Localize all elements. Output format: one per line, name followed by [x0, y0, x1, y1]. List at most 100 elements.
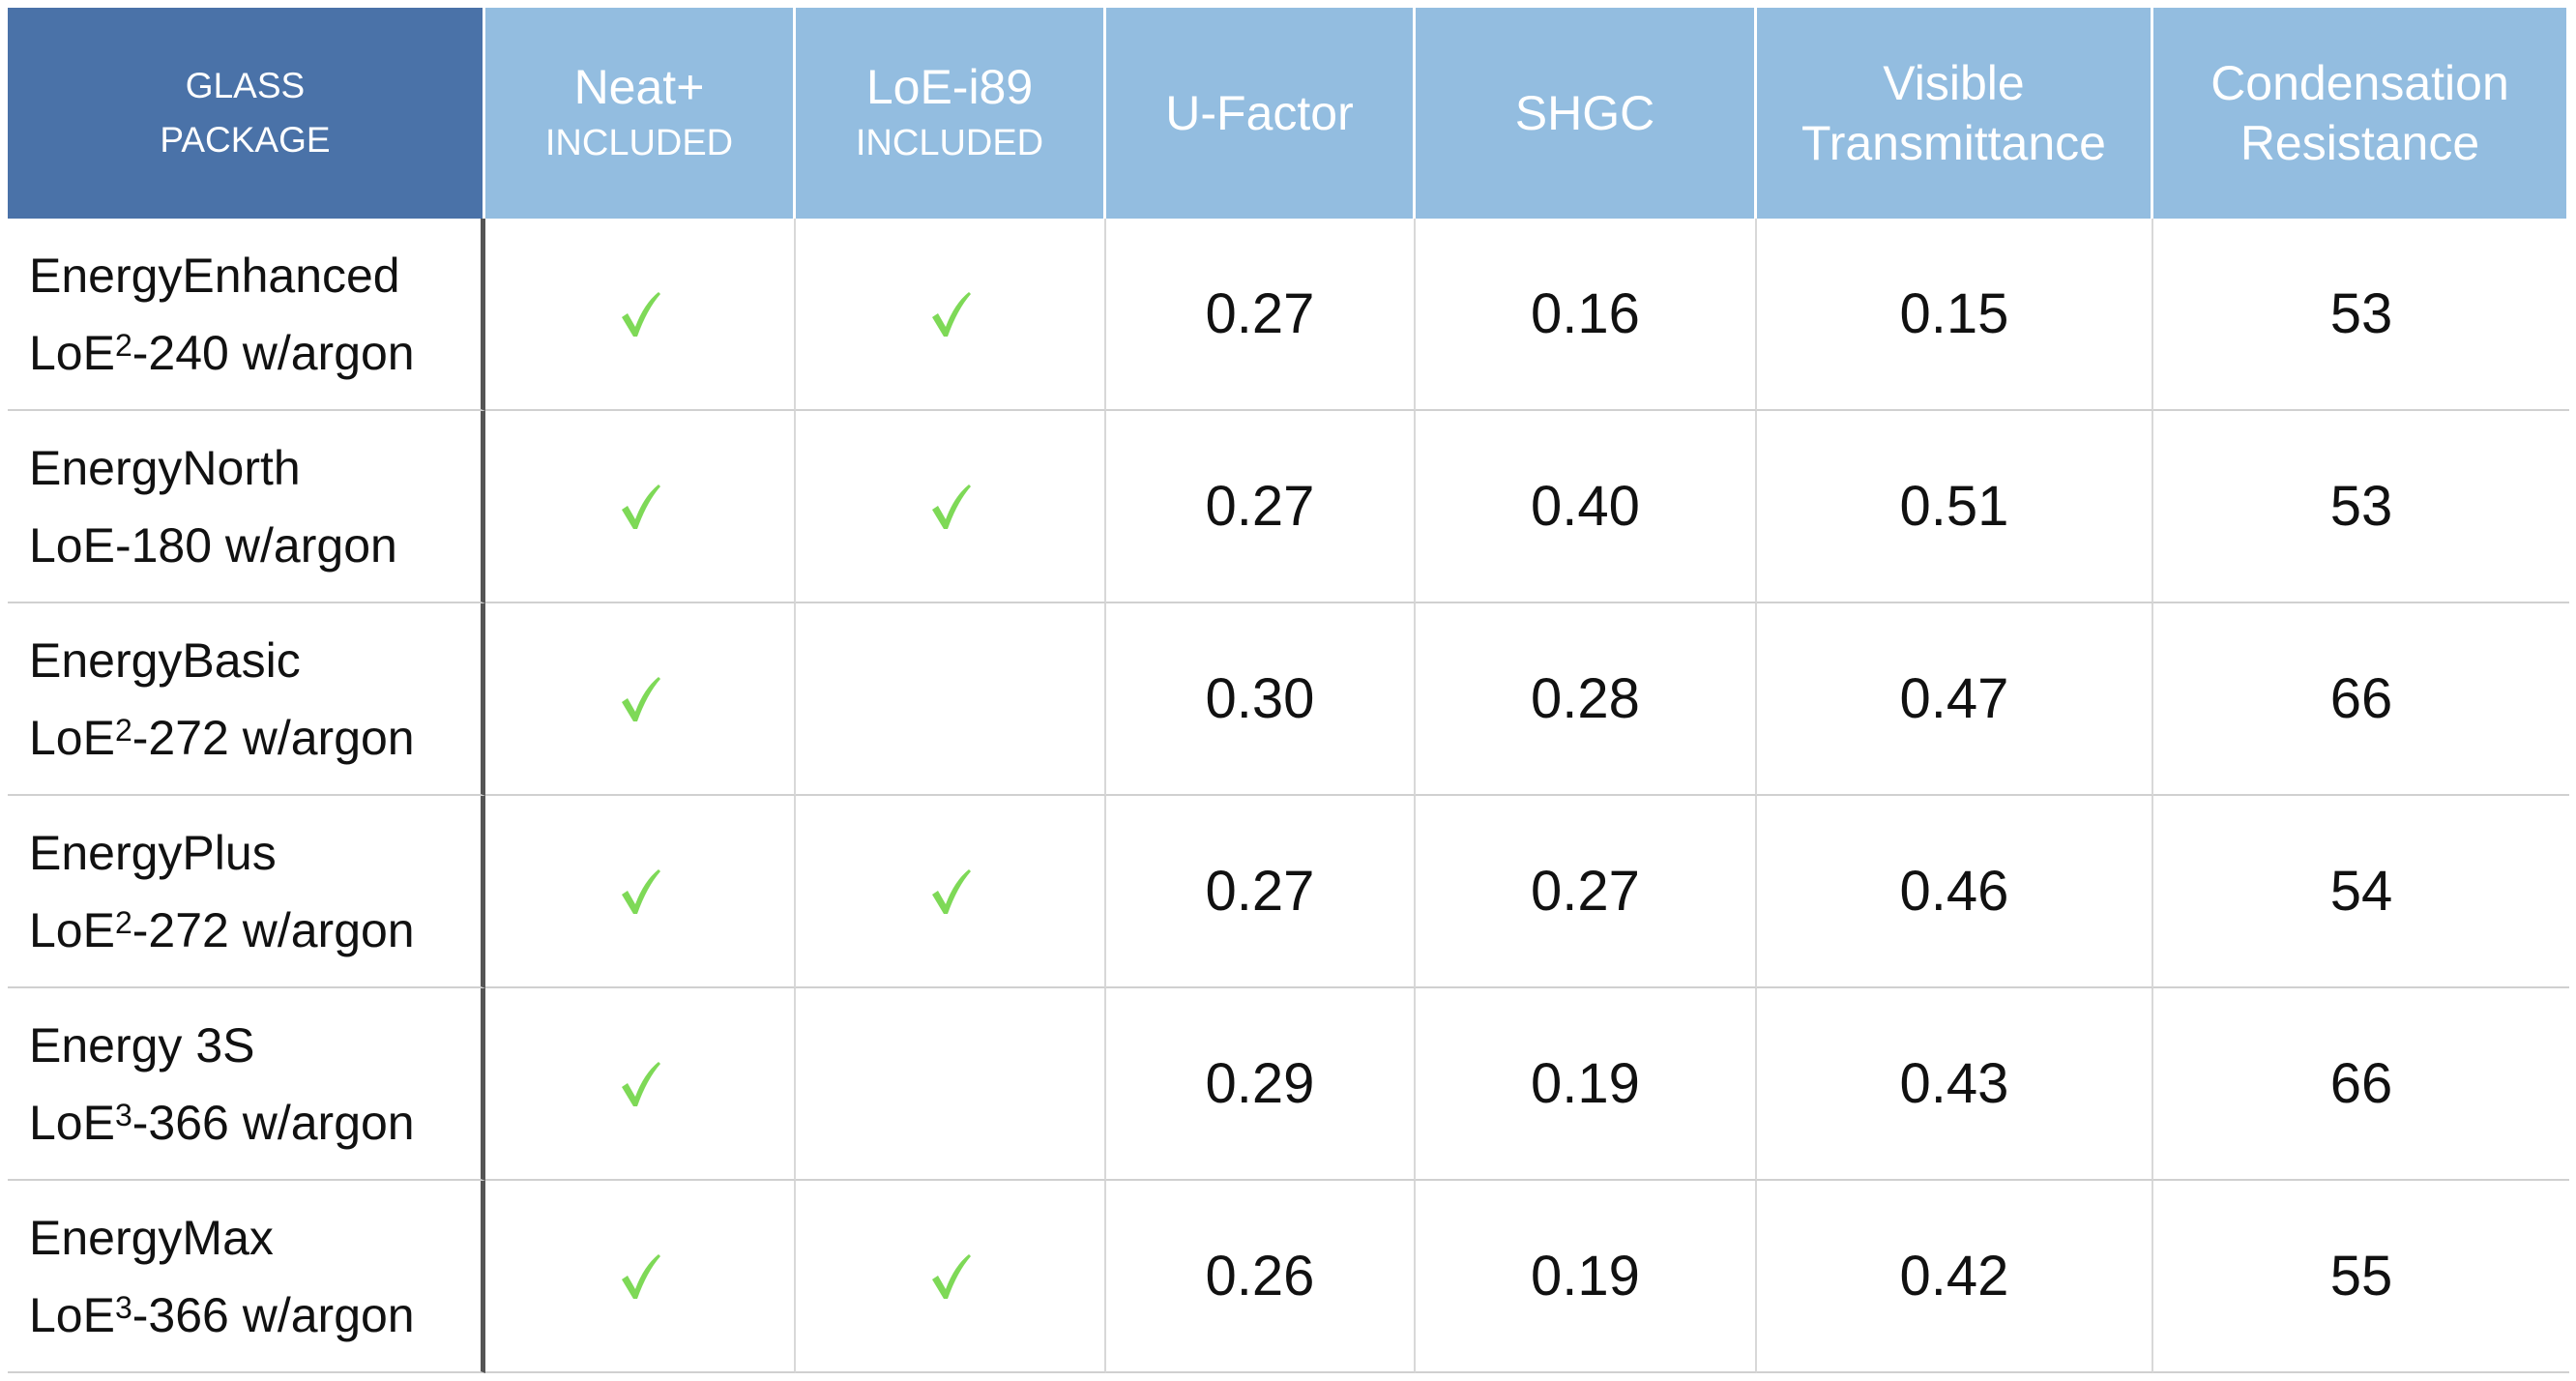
check-cell [485, 411, 796, 603]
glass-sup: 3 [114, 1289, 132, 1325]
glass-rest: -366 w/argon [132, 1287, 415, 1342]
value-cell: 0.29 [1106, 988, 1416, 1181]
check-cell [485, 988, 796, 1181]
value-cell: 0.27 [1106, 796, 1416, 988]
check-mark [931, 291, 971, 337]
value-cell: 0.47 [1757, 603, 2153, 796]
header-title: Condensation Resistance [2210, 56, 2509, 170]
value-cell: 0.46 [1757, 796, 2153, 988]
check-shape [931, 1253, 971, 1299]
header-cell: LoE-i89 INCLUDED [796, 8, 1106, 219]
glass-base: LoE [29, 710, 115, 765]
value-cell: 0.26 [1106, 1181, 1416, 1373]
package-name: EnergyEnhanced [29, 248, 400, 303]
package-name: Energy 3S [29, 1017, 255, 1072]
header-title: Visible Transmittance [1801, 56, 2106, 170]
package-cell: EnergyEnhanced LoE2-240 w/argon [8, 219, 485, 411]
glass-base: LoE [29, 1095, 115, 1150]
value-cell: 0.42 [1757, 1181, 2153, 1373]
glass-rest: -366 w/argon [132, 1095, 415, 1150]
value-cell: 0.15 [1757, 219, 2153, 411]
package-cell: EnergyNorth LoE-180 w/argon [8, 411, 485, 603]
header-title: U-Factor [1165, 86, 1354, 140]
check-cell [485, 796, 796, 988]
check-cell [796, 603, 1106, 796]
check-shape [621, 484, 660, 529]
check-mark [621, 484, 660, 529]
check-cell [796, 411, 1106, 603]
check-mark [621, 676, 660, 721]
glass-type: LoE3-366 w/argon [29, 1277, 415, 1354]
check-mark [621, 1061, 660, 1106]
value-cell: 0.27 [1416, 796, 1757, 988]
check-mark [931, 868, 971, 914]
check-shape [621, 676, 660, 721]
check-shape [621, 291, 660, 337]
value-cell: 0.40 [1416, 411, 1757, 603]
check-mark [931, 1253, 971, 1299]
check-cell [796, 219, 1106, 411]
value-cell: 0.19 [1416, 988, 1757, 1181]
glass-type: LoE-180 w/argon [29, 507, 397, 584]
check-shape [621, 1253, 660, 1299]
package-name: EnergyBasic [29, 632, 301, 688]
package-name: EnergyPlus [29, 825, 277, 880]
glass-type: LoE2-272 w/argon [29, 699, 415, 777]
glass-base: LoE [29, 902, 115, 957]
check-shape [621, 868, 660, 914]
check-cell [796, 796, 1106, 988]
glass-type: LoE3-366 w/argon [29, 1084, 415, 1161]
header-cell: U-Factor [1106, 8, 1416, 219]
check-mark [621, 1253, 660, 1299]
header-title: SHGC [1514, 86, 1655, 140]
package-cell: EnergyMax LoE3-366 w/argon [8, 1181, 485, 1373]
value-cell: 53 [2153, 219, 2569, 411]
header-sub: INCLUDED [855, 123, 1044, 163]
value-cell: 0.28 [1416, 603, 1757, 796]
check-shape [931, 868, 971, 914]
header-title: LoE-i89 [865, 60, 1034, 114]
value-cell: 0.43 [1757, 988, 2153, 1181]
glass-rest: -272 w/argon [132, 710, 415, 765]
header-cell: Neat+ INCLUDED [485, 8, 796, 219]
glass-base: LoE [29, 1287, 115, 1342]
value-cell: 0.16 [1416, 219, 1757, 411]
package-cell: EnergyBasic LoE2-272 w/argon [8, 603, 485, 796]
glass-sup: 2 [114, 327, 132, 363]
glass-type: LoE2-240 w/argon [29, 314, 415, 392]
glass-rest: -272 w/argon [132, 902, 415, 957]
package-name: EnergyNorth [29, 440, 301, 495]
check-mark [621, 291, 660, 337]
header-cell: Visible Transmittance [1757, 8, 2153, 219]
header-title: Neat+ [573, 60, 705, 114]
package-cell: Energy 3S LoE3-366 w/argon [8, 988, 485, 1181]
check-cell [485, 1181, 796, 1373]
value-cell: 55 [2153, 1181, 2569, 1373]
value-cell: 0.51 [1757, 411, 2153, 603]
value-cell: 0.19 [1416, 1181, 1757, 1373]
check-shape [621, 1061, 660, 1106]
value-cell: 0.30 [1106, 603, 1416, 796]
package-name: EnergyMax [29, 1210, 274, 1265]
check-shape [931, 484, 971, 529]
check-mark [931, 484, 971, 529]
glass-sup: 2 [114, 712, 132, 748]
value-cell: 53 [2153, 411, 2569, 603]
check-mark [621, 868, 660, 914]
header-cell: GLASS PACKAGE [8, 8, 485, 219]
value-cell: 0.27 [1106, 219, 1416, 411]
header-cell: SHGC [1416, 8, 1757, 219]
package-cell: EnergyPlus LoE2-272 w/argon [8, 796, 485, 988]
glass-type: LoE2-272 w/argon [29, 892, 415, 969]
header-cell: Condensation Resistance [2153, 8, 2569, 219]
glass-table: GLASS PACKAGE Neat+ INCLUDED LoE-i89 INCLUDE… [8, 8, 2569, 1373]
glass-rest: -240 w/argon [132, 325, 415, 380]
value-cell: 0.27 [1106, 411, 1416, 603]
check-shape [931, 291, 971, 337]
check-cell [796, 1181, 1106, 1373]
check-cell [796, 988, 1106, 1181]
header-sub: INCLUDED [544, 123, 734, 163]
header-title: GLASS PACKAGE [160, 66, 331, 160]
value-cell: 54 [2153, 796, 2569, 988]
